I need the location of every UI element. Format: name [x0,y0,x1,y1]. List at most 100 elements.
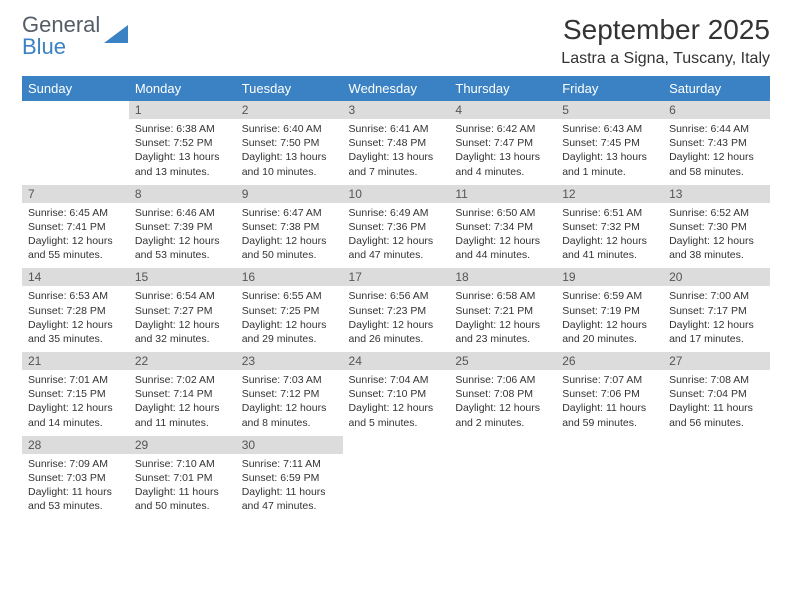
day-info-cell: Sunrise: 6:56 AMSunset: 7:23 PMDaylight:… [343,286,450,352]
day-info-cell: Sunrise: 6:50 AMSunset: 7:34 PMDaylight:… [449,203,556,269]
daylight-line: Daylight: 12 hours and 29 minutes. [242,318,337,346]
sunset-line: Sunset: 7:06 PM [562,387,657,401]
day-info-row: Sunrise: 6:53 AMSunset: 7:28 PMDaylight:… [22,286,770,352]
day-number-cell [556,436,663,454]
sunrise-line: Sunrise: 6:46 AM [135,206,230,220]
day-number-cell: 4 [449,101,556,119]
sunset-line: Sunset: 7:25 PM [242,304,337,318]
daylight-line: Daylight: 12 hours and 47 minutes. [349,234,444,262]
daylight-line: Daylight: 12 hours and 32 minutes. [135,318,230,346]
sunrise-line: Sunrise: 6:56 AM [349,289,444,303]
day-number-cell: 13 [663,185,770,203]
day-number-cell [663,436,770,454]
day-number-cell: 1 [129,101,236,119]
daylight-line: Daylight: 12 hours and 55 minutes. [28,234,123,262]
sunset-line: Sunset: 7:19 PM [562,304,657,318]
day-of-week-header: Friday [556,76,663,101]
daylight-line: Daylight: 13 hours and 1 minute. [562,150,657,178]
day-number-cell [343,436,450,454]
daylight-line: Daylight: 12 hours and 53 minutes. [135,234,230,262]
day-number-cell: 29 [129,436,236,454]
day-info-cell: Sunrise: 6:40 AMSunset: 7:50 PMDaylight:… [236,119,343,185]
day-number-cell: 6 [663,101,770,119]
sunrise-line: Sunrise: 7:09 AM [28,457,123,471]
day-info-cell: Sunrise: 6:53 AMSunset: 7:28 PMDaylight:… [22,286,129,352]
day-info-cell: Sunrise: 7:06 AMSunset: 7:08 PMDaylight:… [449,370,556,436]
day-info-cell [343,454,450,520]
daylight-line: Daylight: 12 hours and 38 minutes. [669,234,764,262]
day-info-cell: Sunrise: 7:07 AMSunset: 7:06 PMDaylight:… [556,370,663,436]
sunrise-line: Sunrise: 6:58 AM [455,289,550,303]
day-number-cell: 2 [236,101,343,119]
day-of-week-header: Monday [129,76,236,101]
day-number-cell: 24 [343,352,450,370]
logo-text: General Blue [22,14,100,58]
day-number-cell: 30 [236,436,343,454]
sunset-line: Sunset: 7:39 PM [135,220,230,234]
sunrise-line: Sunrise: 7:07 AM [562,373,657,387]
day-info-cell: Sunrise: 7:00 AMSunset: 7:17 PMDaylight:… [663,286,770,352]
daylight-line: Daylight: 13 hours and 4 minutes. [455,150,550,178]
day-of-week-header: Sunday [22,76,129,101]
day-info-row: Sunrise: 7:09 AMSunset: 7:03 PMDaylight:… [22,454,770,520]
day-number-cell: 25 [449,352,556,370]
day-info-cell: Sunrise: 6:59 AMSunset: 7:19 PMDaylight:… [556,286,663,352]
day-of-week-row: SundayMondayTuesdayWednesdayThursdayFrid… [22,76,770,101]
day-info-cell: Sunrise: 7:10 AMSunset: 7:01 PMDaylight:… [129,454,236,520]
daylight-line: Daylight: 12 hours and 44 minutes. [455,234,550,262]
day-info-cell: Sunrise: 6:58 AMSunset: 7:21 PMDaylight:… [449,286,556,352]
day-info-cell [22,119,129,185]
sunrise-line: Sunrise: 6:50 AM [455,206,550,220]
sunset-line: Sunset: 7:14 PM [135,387,230,401]
daylight-line: Daylight: 12 hours and 41 minutes. [562,234,657,262]
day-info-cell: Sunrise: 6:52 AMSunset: 7:30 PMDaylight:… [663,203,770,269]
day-number-cell: 18 [449,268,556,286]
sunrise-line: Sunrise: 7:11 AM [242,457,337,471]
sunrise-line: Sunrise: 6:54 AM [135,289,230,303]
daylight-line: Daylight: 13 hours and 13 minutes. [135,150,230,178]
day-of-week-header: Thursday [449,76,556,101]
daylight-line: Daylight: 12 hours and 23 minutes. [455,318,550,346]
day-info-cell: Sunrise: 7:11 AMSunset: 6:59 PMDaylight:… [236,454,343,520]
day-number-cell: 15 [129,268,236,286]
day-info-cell [556,454,663,520]
day-info-cell: Sunrise: 6:47 AMSunset: 7:38 PMDaylight:… [236,203,343,269]
sunset-line: Sunset: 7:47 PM [455,136,550,150]
day-number-cell: 9 [236,185,343,203]
day-number-row: 123456 [22,101,770,119]
sunrise-line: Sunrise: 6:52 AM [669,206,764,220]
day-number-cell: 12 [556,185,663,203]
daylight-line: Daylight: 12 hours and 26 minutes. [349,318,444,346]
sunset-line: Sunset: 7:48 PM [349,136,444,150]
sunset-line: Sunset: 7:21 PM [455,304,550,318]
day-info-cell: Sunrise: 6:41 AMSunset: 7:48 PMDaylight:… [343,119,450,185]
day-info-cell: Sunrise: 6:55 AMSunset: 7:25 PMDaylight:… [236,286,343,352]
daylight-line: Daylight: 12 hours and 5 minutes. [349,401,444,429]
day-number-cell: 21 [22,352,129,370]
sunset-line: Sunset: 6:59 PM [242,471,337,485]
sunrise-line: Sunrise: 7:06 AM [455,373,550,387]
sunset-line: Sunset: 7:27 PM [135,304,230,318]
sunrise-line: Sunrise: 6:38 AM [135,122,230,136]
day-info-cell: Sunrise: 7:03 AMSunset: 7:12 PMDaylight:… [236,370,343,436]
daylight-line: Daylight: 12 hours and 14 minutes. [28,401,123,429]
day-of-week-header: Wednesday [343,76,450,101]
sunrise-line: Sunrise: 6:47 AM [242,206,337,220]
title-block: September 2025 Lastra a Signa, Tuscany, … [561,14,770,68]
sunset-line: Sunset: 7:32 PM [562,220,657,234]
day-number-cell: 7 [22,185,129,203]
day-info-cell: Sunrise: 6:49 AMSunset: 7:36 PMDaylight:… [343,203,450,269]
daylight-line: Daylight: 12 hours and 2 minutes. [455,401,550,429]
sunset-line: Sunset: 7:17 PM [669,304,764,318]
daylight-line: Daylight: 13 hours and 10 minutes. [242,150,337,178]
day-info-row: Sunrise: 7:01 AMSunset: 7:15 PMDaylight:… [22,370,770,436]
day-number-cell [22,101,129,119]
daylight-line: Daylight: 13 hours and 7 minutes. [349,150,444,178]
day-info-cell: Sunrise: 7:02 AMSunset: 7:14 PMDaylight:… [129,370,236,436]
sunrise-line: Sunrise: 7:01 AM [28,373,123,387]
day-number-cell: 10 [343,185,450,203]
day-number-cell: 17 [343,268,450,286]
sunrise-line: Sunrise: 7:08 AM [669,373,764,387]
day-info-cell: Sunrise: 6:46 AMSunset: 7:39 PMDaylight:… [129,203,236,269]
day-info-cell: Sunrise: 6:44 AMSunset: 7:43 PMDaylight:… [663,119,770,185]
